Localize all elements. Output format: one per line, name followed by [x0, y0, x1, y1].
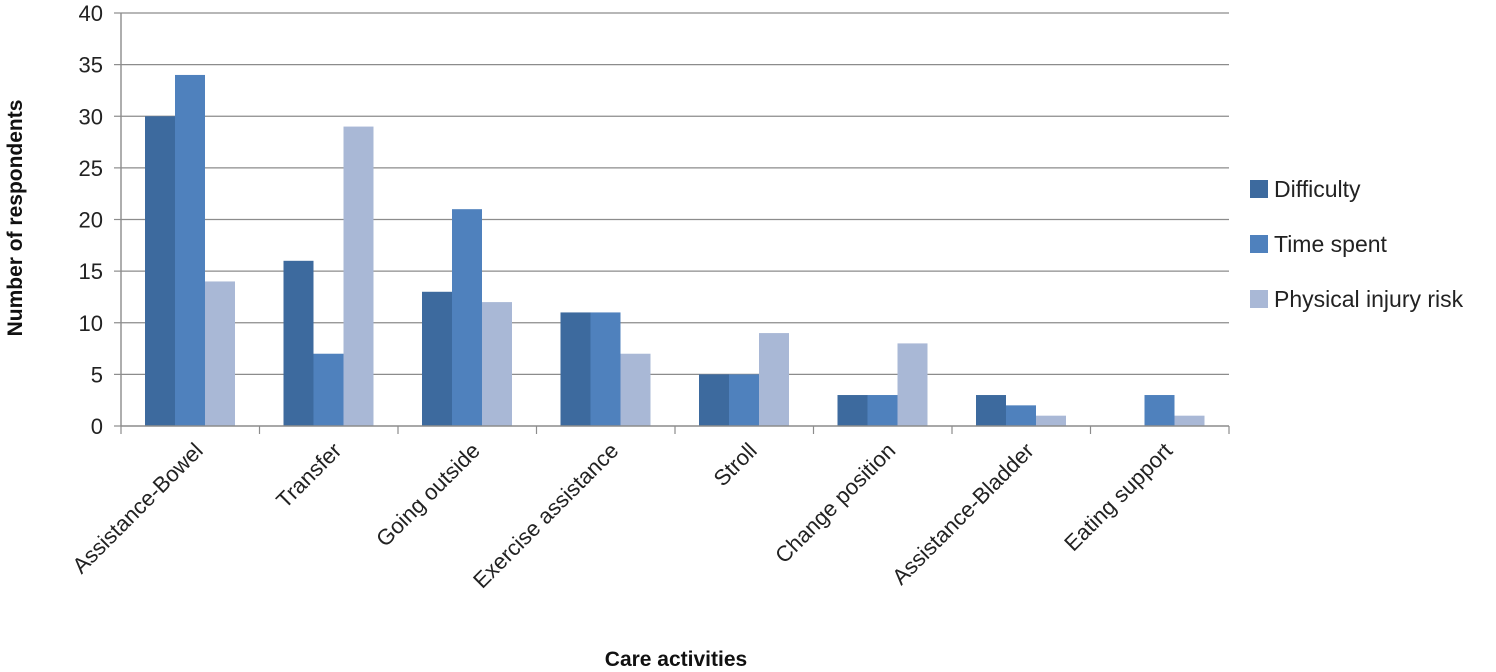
y-axis-title: Number of respondents [4, 100, 27, 337]
legend-label: Difficulty [1274, 176, 1361, 202]
bar-time-spent [867, 395, 898, 426]
y-tick-label: 30 [79, 104, 103, 129]
gridlines [114, 12, 1229, 427]
bar-time-spent [175, 74, 205, 426]
bar-time-spent [1144, 395, 1175, 426]
bar-time-spent [729, 374, 759, 426]
x-category-label: Assistance-Bowel [67, 438, 207, 578]
bars [145, 74, 1205, 426]
legend-swatch [1250, 290, 1268, 308]
bar-physical-injury-risk [620, 353, 651, 426]
bar-difficulty [560, 312, 591, 426]
bar-difficulty [837, 395, 868, 426]
y-tick-label: 10 [79, 311, 103, 336]
bar-difficulty [283, 260, 314, 426]
y-tick-label: 20 [79, 208, 103, 233]
y-tick-label: 15 [79, 259, 103, 284]
bar-physical-injury-risk [759, 333, 789, 426]
bar-difficulty [145, 116, 175, 426]
x-category-label: Stroll [709, 438, 762, 491]
bar-time-spent [590, 312, 621, 426]
bar-physical-injury-risk [343, 126, 374, 426]
bar-difficulty [976, 395, 1006, 426]
bar-physical-injury-risk [205, 281, 235, 426]
bar-time-spent [313, 353, 344, 426]
bar-physical-injury-risk [1174, 415, 1205, 426]
bar-physical-injury-risk [1036, 415, 1066, 426]
x-axis-title: Care activities [605, 648, 747, 671]
x-category-label: Going outside [371, 438, 485, 552]
bar-physical-injury-risk [897, 343, 928, 426]
x-category-label: Exercise assistance [468, 438, 623, 593]
legend-swatch [1250, 235, 1268, 253]
x-category-label: Transfer [271, 438, 346, 513]
axes [120, 13, 1230, 434]
legend-swatch [1250, 180, 1268, 198]
bar-difficulty [699, 374, 729, 426]
y-tick-label: 25 [79, 156, 103, 181]
legend-label: Time spent [1274, 231, 1388, 257]
y-tick-labels: 0 5 10 15 20 25 30 35 40 [79, 1, 103, 439]
x-category-label: Eating support [1059, 438, 1177, 556]
x-category-label: Assistance-Bladder [887, 438, 1039, 590]
bar-difficulty [422, 291, 452, 426]
bar-time-spent [452, 209, 482, 426]
y-tick-label: 35 [79, 53, 103, 78]
y-tick-label: 40 [79, 1, 103, 26]
y-tick-label: 5 [91, 362, 103, 387]
x-category-labels: Assistance-Bowel Transfer Going outsideExe… [67, 438, 1177, 593]
legend: Difficulty Time spent Physical injury risk [1250, 176, 1464, 312]
bar-physical-injury-risk [482, 302, 512, 426]
legend-label: Physical injury risk [1274, 286, 1464, 312]
y-tick-label: 0 [91, 414, 103, 439]
bar-time-spent [1006, 405, 1036, 426]
x-category-label: Change position [770, 438, 900, 568]
